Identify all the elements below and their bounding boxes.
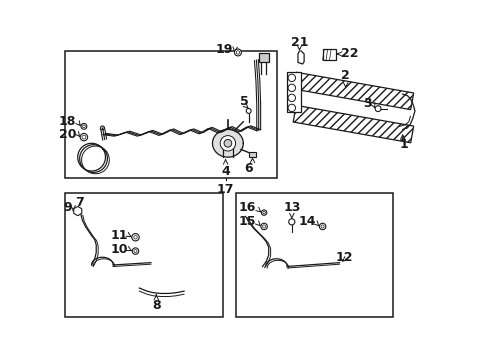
Circle shape <box>132 248 139 254</box>
Circle shape <box>288 219 294 225</box>
Text: 7: 7 <box>75 195 83 209</box>
Bar <box>293 72 413 110</box>
Circle shape <box>287 104 295 112</box>
Circle shape <box>246 108 251 113</box>
Bar <box>259 53 268 62</box>
Polygon shape <box>286 72 301 112</box>
Circle shape <box>319 223 325 230</box>
Text: 17: 17 <box>216 183 234 195</box>
Circle shape <box>321 225 324 228</box>
Text: 19: 19 <box>216 43 233 56</box>
Polygon shape <box>212 130 243 157</box>
Text: 13: 13 <box>283 201 300 214</box>
Bar <box>65 193 223 317</box>
Circle shape <box>80 134 87 141</box>
Circle shape <box>236 51 239 54</box>
Circle shape <box>132 234 139 241</box>
Circle shape <box>234 49 241 56</box>
Text: 3: 3 <box>363 97 371 110</box>
Circle shape <box>263 211 265 214</box>
Text: 18: 18 <box>59 115 76 128</box>
Bar <box>235 193 393 317</box>
Bar <box>65 51 277 178</box>
Bar <box>248 152 256 157</box>
Text: 1: 1 <box>399 138 407 151</box>
Text: 15: 15 <box>239 215 256 228</box>
Text: 21: 21 <box>290 36 307 49</box>
Circle shape <box>134 249 137 253</box>
Text: 6: 6 <box>244 162 252 175</box>
Circle shape <box>262 225 265 228</box>
Circle shape <box>287 74 295 82</box>
Text: 9: 9 <box>63 202 71 215</box>
Text: 16: 16 <box>239 202 256 215</box>
Text: 5: 5 <box>240 95 248 108</box>
Bar <box>293 105 413 143</box>
Circle shape <box>287 84 295 91</box>
Circle shape <box>81 123 87 129</box>
Text: 22: 22 <box>341 48 358 60</box>
Bar <box>322 49 336 60</box>
Circle shape <box>260 223 267 230</box>
Circle shape <box>82 125 85 128</box>
Text: 10: 10 <box>110 243 127 256</box>
Circle shape <box>82 135 86 139</box>
Text: 4: 4 <box>221 165 229 178</box>
Circle shape <box>261 210 266 215</box>
Text: 8: 8 <box>152 299 161 312</box>
Circle shape <box>374 106 380 112</box>
Circle shape <box>287 94 295 102</box>
Text: 20: 20 <box>59 127 76 140</box>
Text: 11: 11 <box>110 229 127 242</box>
Text: 2: 2 <box>341 69 349 82</box>
Circle shape <box>220 136 235 151</box>
Text: 14: 14 <box>298 215 316 228</box>
Text: 12: 12 <box>335 251 353 264</box>
Circle shape <box>134 235 137 239</box>
Circle shape <box>224 139 231 147</box>
